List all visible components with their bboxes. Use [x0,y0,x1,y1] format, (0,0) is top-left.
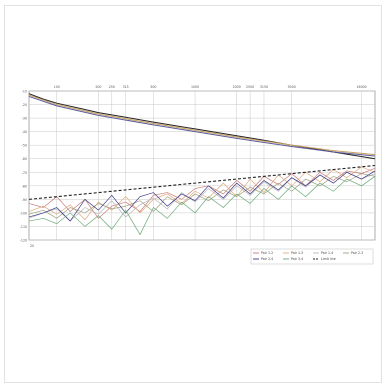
y-tick-label: -90 [22,198,27,202]
legend-label: Pair 1-3 [291,251,303,255]
series-line-3 [28,173,376,219]
x-tick-label: 16000 [357,85,367,89]
chart-card: -10 -20 -30 -40 -50 -60 -70 -80 -90 -100 -110 -120 1… [4,5,382,383]
x-tick-label: 315 [123,85,129,89]
y-tick-label: -70 [22,171,27,175]
x-tick-label: 100 [54,85,60,89]
x-tick-label: 250 [109,85,115,89]
y-tick-label: -10 [22,90,27,94]
legend-label: Pair 1-2 [261,251,273,255]
x-tick-label: 2500 [246,85,254,89]
axis-layer: -10 -20 -30 -40 -50 -60 -70 -80 -90 -100 -110 -120 1… [20,85,367,248]
y-tick-label: -120 [20,239,27,243]
y-tick-label: -110 [20,225,27,229]
y-tick-label: -50 [22,144,27,148]
legend: Pair 1-2 Pair 1-3 Pair 1-4 Pair 2-3 Pair 2-4… [250,248,374,265]
x-corner-label: 20 [30,244,34,248]
series-line-9 [28,94,376,156]
y-tick-label: -80 [22,184,27,188]
series-layer [28,93,376,236]
y-tick-label: -60 [22,157,27,161]
series-line-4 [28,170,376,222]
series-line-6 [28,164,376,200]
y-tick-label: -20 [22,103,27,107]
grid-layer [28,90,376,241]
series-line-5 [28,176,376,236]
series-line-8 [28,95,376,157]
x-tick-label: 5000 [288,85,296,89]
y-tick-label: -100 [20,211,27,215]
x-tick-label: 2000 [233,85,241,89]
legend-label: Pair 2-3 [351,251,363,255]
y-tick-label: -40 [22,130,27,134]
legend-label: Limit line [321,257,336,261]
x-tick-label: 3150 [260,85,268,89]
x-tick-label: 200 [95,85,101,89]
series-line-0 [28,167,376,219]
legend-box [250,248,374,265]
chart-svg: -10 -20 -30 -40 -50 -60 -70 -80 -90 -100 -110 -120 1… [20,85,376,265]
legend-label: Pair 3-4 [291,257,303,261]
y-tick-label: -30 [22,117,27,121]
legend-label: Pair 1-4 [321,251,333,255]
x-tick-label: 500 [150,85,156,89]
x-tick-label: 1000 [191,85,199,89]
plot-area [28,90,376,241]
series-line-1 [28,166,376,221]
legend-label: Pair 2-4 [261,257,273,261]
